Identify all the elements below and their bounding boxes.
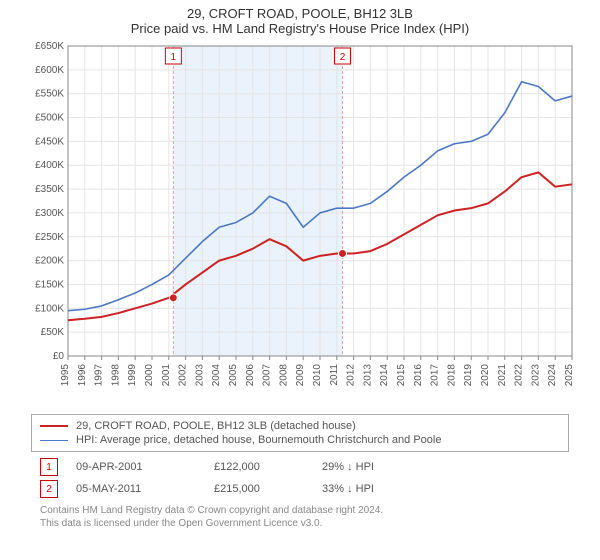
svg-text:£50K: £50K bbox=[41, 327, 65, 338]
svg-text:2022: 2022 bbox=[514, 364, 525, 387]
svg-text:2016: 2016 bbox=[413, 364, 424, 387]
chart-title-block: 29, CROFT ROAD, POOLE, BH12 3LB Price pa… bbox=[0, 0, 600, 38]
sale-price: £215,000 bbox=[214, 483, 304, 495]
svg-text:2011: 2011 bbox=[329, 364, 340, 386]
svg-text:2006: 2006 bbox=[245, 364, 256, 387]
svg-text:£650K: £650K bbox=[35, 41, 64, 52]
sale-row: 2 05-MAY-2011 £215,000 33% ↓ HPI bbox=[40, 478, 560, 500]
svg-text:1998: 1998 bbox=[110, 364, 121, 387]
svg-text:2002: 2002 bbox=[178, 364, 189, 387]
svg-text:2008: 2008 bbox=[278, 364, 289, 387]
svg-text:2021: 2021 bbox=[497, 364, 508, 387]
legend-swatch-price-paid bbox=[40, 425, 68, 427]
legend-item-price-paid: 29, CROFT ROAD, POOLE, BH12 3LB (detache… bbox=[40, 419, 560, 433]
svg-text:2010: 2010 bbox=[312, 364, 323, 387]
legend-label: HPI: Average price, detached house, Bour… bbox=[76, 434, 441, 446]
svg-text:2014: 2014 bbox=[379, 364, 390, 387]
svg-text:£350K: £350K bbox=[35, 184, 64, 195]
svg-text:1995: 1995 bbox=[60, 364, 71, 387]
sale-date: 09-APR-2001 bbox=[76, 461, 196, 473]
chart-title-subtitle: Price paid vs. HM Land Registry's House … bbox=[0, 21, 600, 36]
sale-date: 05-MAY-2011 bbox=[76, 483, 196, 495]
svg-text:£200K: £200K bbox=[35, 256, 64, 267]
svg-text:£0: £0 bbox=[53, 351, 65, 362]
sales-table: 1 09-APR-2001 £122,000 29% ↓ HPI 2 05-MA… bbox=[40, 456, 560, 500]
svg-text:£600K: £600K bbox=[35, 65, 64, 76]
svg-text:2003: 2003 bbox=[194, 364, 205, 387]
price-chart: £0 £50K £100K £150K £200K £250K £300K £350K £400… bbox=[20, 38, 580, 408]
svg-text:£250K: £250K bbox=[35, 232, 64, 243]
chart-title-address: 29, CROFT ROAD, POOLE, BH12 3LB bbox=[0, 6, 600, 21]
sale-price: £122,000 bbox=[214, 461, 304, 473]
svg-text:1996: 1996 bbox=[77, 364, 88, 387]
svg-text:2: 2 bbox=[340, 52, 346, 63]
svg-text:£550K: £550K bbox=[35, 89, 64, 100]
svg-text:2017: 2017 bbox=[430, 364, 441, 387]
svg-text:2012: 2012 bbox=[346, 364, 357, 387]
svg-text:2013: 2013 bbox=[362, 364, 373, 387]
legend: 29, CROFT ROAD, POOLE, BH12 3LB (detache… bbox=[31, 414, 569, 452]
sale-delta: 29% ↓ HPI bbox=[322, 461, 432, 473]
sale-row: 1 09-APR-2001 £122,000 29% ↓ HPI bbox=[40, 456, 560, 478]
svg-text:1: 1 bbox=[171, 52, 177, 63]
svg-text:2025: 2025 bbox=[564, 364, 575, 387]
chart-container: £0 £50K £100K £150K £200K £250K £300K £350K £400… bbox=[20, 38, 580, 408]
footer-line: Contains HM Land Registry data © Crown c… bbox=[40, 504, 560, 517]
svg-text:£400K: £400K bbox=[35, 160, 64, 171]
footer-line: This data is licensed under the Open Gov… bbox=[40, 517, 560, 530]
svg-text:£100K: £100K bbox=[35, 303, 64, 314]
svg-text:1997: 1997 bbox=[94, 364, 105, 387]
footer: Contains HM Land Registry data © Crown c… bbox=[40, 504, 560, 530]
svg-text:£500K: £500K bbox=[35, 113, 64, 124]
sale-badge: 1 bbox=[40, 458, 58, 476]
svg-text:£150K: £150K bbox=[35, 279, 64, 290]
svg-text:2015: 2015 bbox=[396, 364, 407, 387]
legend-item-hpi: HPI: Average price, detached house, Bour… bbox=[40, 433, 560, 447]
sale-delta: 33% ↓ HPI bbox=[322, 483, 432, 495]
legend-label: 29, CROFT ROAD, POOLE, BH12 3LB (detache… bbox=[76, 420, 356, 432]
svg-text:2000: 2000 bbox=[144, 364, 155, 387]
svg-text:2019: 2019 bbox=[463, 364, 474, 387]
legend-swatch-hpi bbox=[40, 440, 68, 441]
svg-text:2001: 2001 bbox=[161, 364, 172, 387]
svg-text:2020: 2020 bbox=[480, 364, 491, 387]
svg-text:2024: 2024 bbox=[547, 364, 558, 387]
svg-text:£450K: £450K bbox=[35, 136, 64, 147]
svg-text:1999: 1999 bbox=[127, 364, 138, 387]
sale-badge: 2 bbox=[40, 480, 58, 498]
svg-text:2007: 2007 bbox=[262, 364, 273, 387]
svg-text:£300K: £300K bbox=[35, 208, 64, 219]
svg-text:2005: 2005 bbox=[228, 364, 239, 387]
svg-text:2018: 2018 bbox=[446, 364, 457, 387]
svg-text:2009: 2009 bbox=[295, 364, 306, 387]
svg-text:2023: 2023 bbox=[530, 364, 541, 387]
svg-text:2004: 2004 bbox=[211, 364, 222, 387]
